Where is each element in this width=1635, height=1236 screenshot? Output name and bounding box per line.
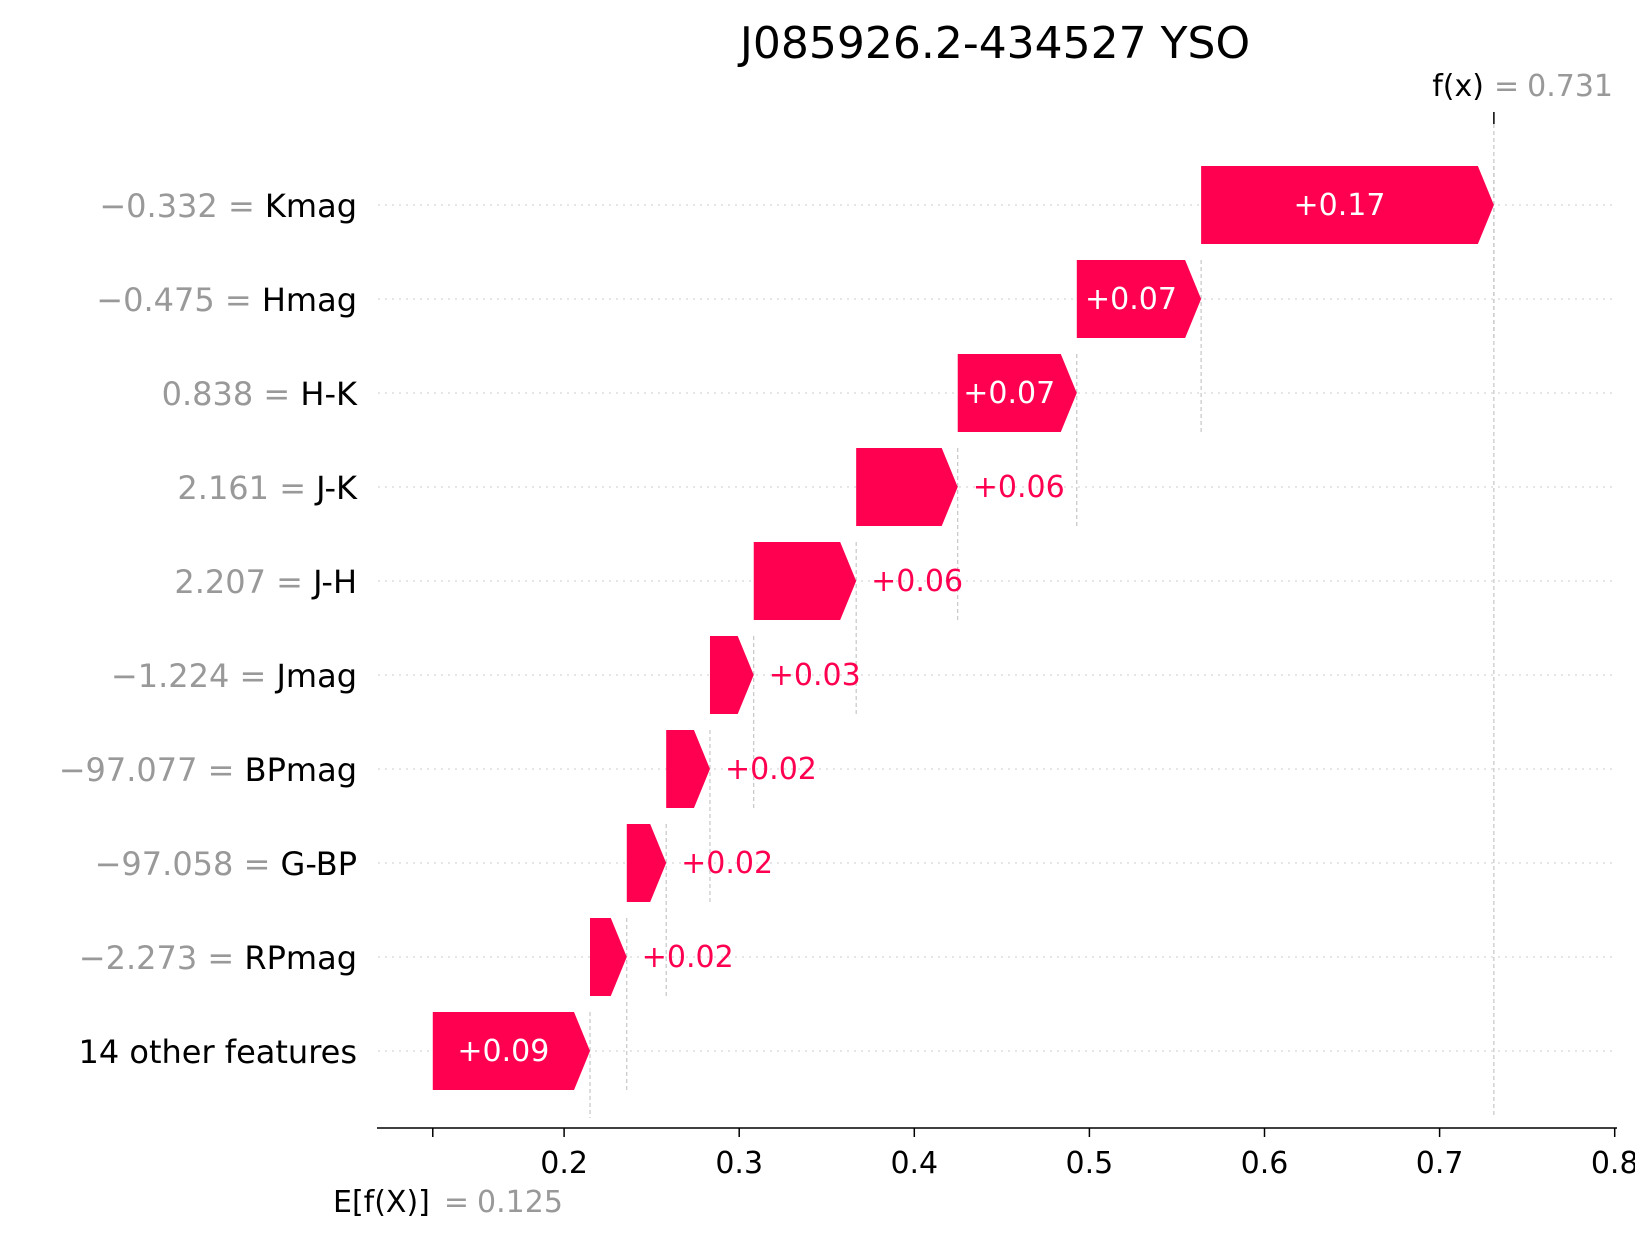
feature-value: −0.332 =	[99, 187, 265, 225]
feature-name: J-H	[311, 563, 357, 601]
contribution-label: +0.02	[681, 846, 773, 881]
x-axis: 0.2 0.3 0.4 0.5 0.6 0.7 0.8	[377, 1127, 1635, 1181]
base-value-label: E[f(X)] = 0.125	[333, 1185, 563, 1220]
x-tick-label: 0.2	[540, 1146, 588, 1181]
feature-label: −0.475 = Hmag	[96, 281, 357, 319]
row-guide-lines	[378, 204, 1617, 1052]
connector-lines	[589, 124, 1495, 1118]
contribution-bar	[626, 824, 667, 902]
feature-name: G-BP	[281, 845, 357, 883]
feature-label: −97.077 = BPmag	[59, 751, 357, 789]
feature-value: −0.475 =	[96, 281, 262, 319]
contribution-bar	[856, 448, 958, 526]
contribution-bar	[957, 354, 1077, 432]
feature-value: −2.273 =	[79, 939, 245, 977]
contribution-label: +0.07	[1085, 282, 1177, 317]
contribution-bar	[1076, 260, 1202, 338]
feature-label: 2.161 = J-K	[177, 469, 358, 507]
contribution-label: +0.02	[725, 752, 817, 787]
output-value-label: f(x) = 0.731	[1432, 69, 1613, 104]
contribution-bar	[1201, 166, 1494, 244]
base-label-equals: =	[444, 1185, 469, 1220]
feature-value: −1.224 =	[111, 657, 277, 695]
feature-name: RPmag	[244, 939, 357, 977]
base-value-text: 0.125	[477, 1185, 563, 1220]
feature-value: 2.207 =	[174, 563, 313, 601]
feature-label: −2.273 = RPmag	[79, 939, 357, 977]
contribution-label: +0.07	[963, 376, 1055, 411]
contribution-bar	[753, 542, 857, 620]
output-label-expr: f(x)	[1432, 69, 1484, 104]
feature-label: −1.224 = Jmag	[111, 657, 357, 695]
contribution-label: +0.03	[769, 658, 861, 693]
feature-label: 0.838 = H-K	[162, 375, 358, 413]
x-tick-label: 0.7	[1416, 1146, 1464, 1181]
feature-name: BPmag	[245, 751, 357, 789]
feature-name: J-K	[314, 469, 358, 507]
contribution-label: +0.02	[642, 940, 734, 975]
contribution-labels: +0.17 +0.07 +0.07 +0.06 +0.06 +0.03 +0.02 +0.02…	[457, 188, 1385, 1069]
feature-name: Jmag	[274, 657, 357, 695]
feature-value: −97.077 =	[59, 751, 245, 789]
output-value-text: 0.731	[1527, 69, 1613, 104]
output-value-annotation: f(x) = 0.731	[1432, 69, 1613, 124]
base-value-annotation: E[f(X)] = 0.125	[333, 1185, 563, 1220]
x-tick-label: 0.4	[890, 1146, 938, 1181]
contribution-label: +0.06	[973, 470, 1065, 505]
contribution-label: +0.06	[871, 564, 963, 599]
feature-name: Hmag	[262, 281, 357, 319]
contribution-bar	[666, 730, 710, 808]
contribution-bar	[709, 636, 754, 714]
x-tick-label: 0.8	[1591, 1146, 1635, 1181]
feature-name: Kmag	[265, 187, 357, 225]
contribution-bar	[590, 918, 627, 996]
feature-value: −97.058 =	[95, 845, 281, 883]
contribution-bar	[432, 1012, 591, 1090]
chart-title: J085926.2-434527 YSO	[737, 18, 1250, 69]
x-tick-label: 0.5	[1066, 1146, 1114, 1181]
x-tick-label: 0.3	[715, 1146, 763, 1181]
contribution-label: +0.17	[1294, 188, 1386, 223]
feature-name: 14 other features	[78, 1033, 357, 1071]
feature-name: H-K	[300, 375, 358, 413]
contribution-bars	[432, 166, 1494, 1090]
feature-label: −0.332 = Kmag	[99, 187, 357, 225]
feature-label: 2.207 = J-H	[174, 563, 357, 601]
x-tick-label: 0.6	[1241, 1146, 1289, 1181]
base-label-expr: E[f(X)]	[333, 1185, 430, 1220]
feature-label: 14 other features	[78, 1033, 357, 1071]
feature-labels: −0.332 = Kmag −0.475 = Hmag 0.838 = H-K 2.1…	[59, 187, 358, 1071]
output-label-equals: =	[1494, 69, 1519, 104]
feature-value: 0.838 =	[162, 375, 301, 413]
feature-label: −97.058 = G-BP	[95, 845, 357, 883]
feature-value: 2.161 =	[177, 469, 316, 507]
contribution-label: +0.09	[457, 1034, 549, 1069]
